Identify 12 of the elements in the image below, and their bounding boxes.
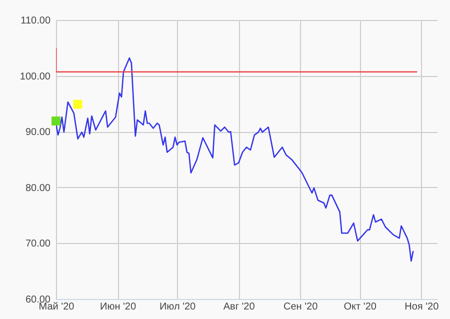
x-tick-label: Авг '20: [223, 302, 256, 312]
y-tick-label: 100.00: [20, 71, 51, 82]
x-tick-label: Окт '20: [344, 302, 377, 312]
y-tick-label: 70.00: [25, 238, 51, 250]
x-tick-label: Сен '20: [284, 302, 318, 312]
y-tick-label: 90.00: [25, 127, 51, 138]
x-tick-label: Май '20: [38, 302, 75, 312]
x-tick-label: Ноя '20: [404, 302, 440, 312]
y-tick-label: 110.00: [20, 16, 51, 26]
x-tick-label: Июн '20: [100, 302, 136, 312]
y-tick-label: 80.00: [25, 182, 51, 194]
x-tick-label: Июл '20: [159, 302, 196, 312]
